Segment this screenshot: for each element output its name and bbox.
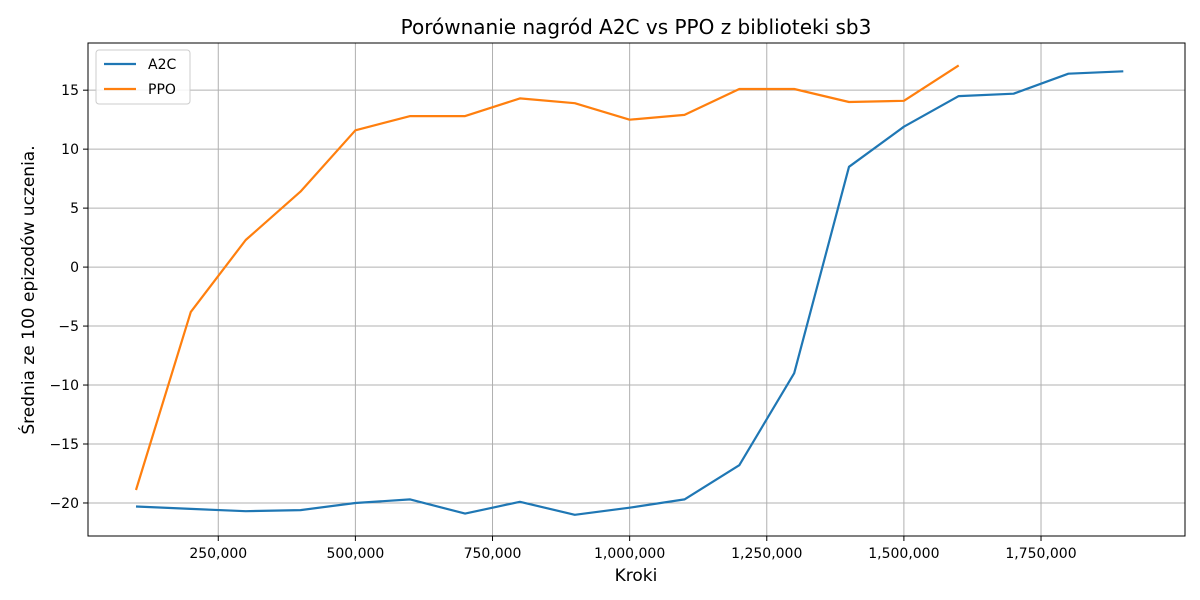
y-tick-label: −15 — [49, 437, 79, 453]
x-tick-label: 1,750,000 — [1005, 546, 1076, 562]
y-tick-label: −5 — [58, 319, 79, 335]
axis-ticks: 250,000 500,000 750,000 1,000,000 1,250,000 1… — [49, 83, 1076, 562]
chart-title: Porównanie nagród A2C vs PPO z bibliotek… — [401, 15, 872, 39]
grid — [88, 43, 1185, 536]
x-tick-label: 500,000 — [326, 546, 384, 562]
y-tick-label: 10 — [61, 142, 79, 158]
series-lines — [134, 64, 1124, 516]
x-tick-label: 1,250,000 — [731, 546, 802, 562]
x-tick-label: 750,000 — [464, 546, 522, 562]
x-tick-label: 1,500,000 — [868, 546, 939, 562]
y-tick-label: −10 — [49, 378, 79, 394]
plot-frame — [87, 42, 1186, 537]
y-tick-label: 5 — [70, 201, 79, 217]
y-tick-label: 0 — [70, 260, 79, 276]
legend-label-ppo: PPO — [148, 82, 176, 98]
y-tick-label: −20 — [49, 496, 79, 512]
series-line-a2c — [135, 70, 1124, 516]
x-axis-title: Kroki — [615, 566, 658, 586]
legend-label-a2c: A2C — [148, 57, 176, 73]
series-line-ppo — [134, 64, 960, 491]
x-tick-label: 1,000,000 — [594, 546, 665, 562]
legend: A2C PPO — [95, 49, 191, 105]
y-tick-label: 15 — [61, 83, 79, 99]
y-axis-title: Średnia ze 100 epizodów uczenia. — [17, 145, 39, 434]
x-tick-label: 250,000 — [189, 546, 247, 562]
